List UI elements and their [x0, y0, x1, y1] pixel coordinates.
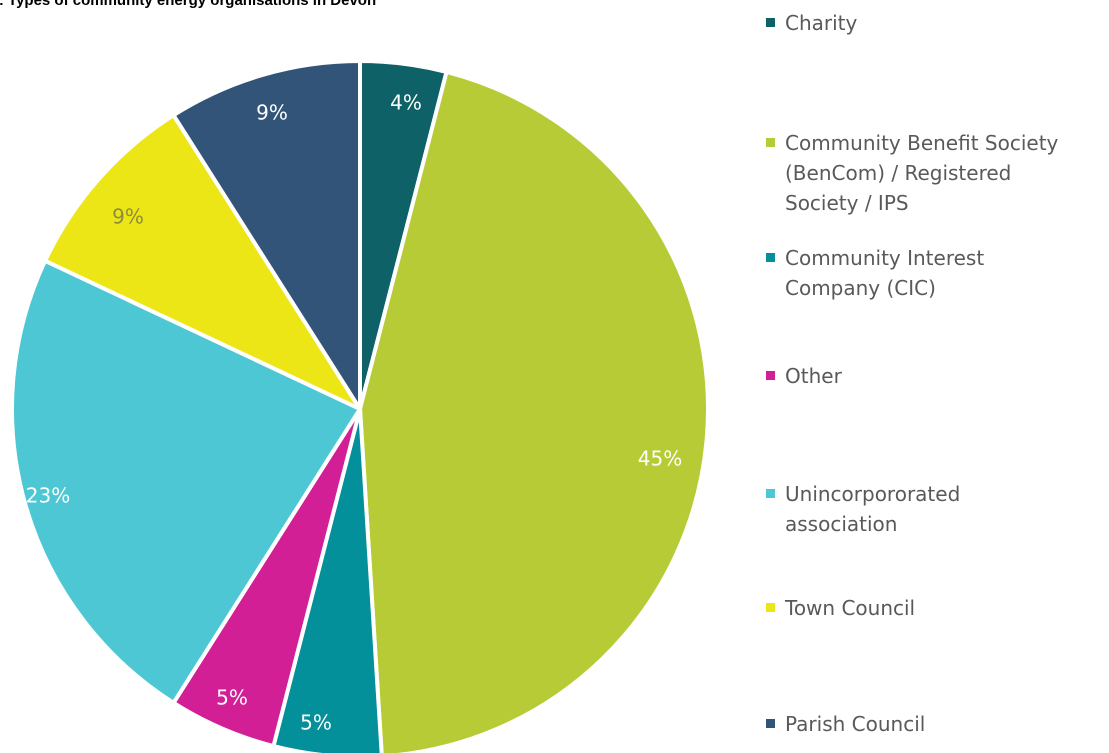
legend-label-bencom: Community Benefit Society (BenCom) / Reg…	[785, 131, 1059, 215]
legend-item-unincorporated: Unincorpororated association	[766, 479, 960, 539]
legend-item-charity: Charity	[766, 8, 857, 38]
legend-swatch-charity	[766, 18, 775, 27]
legend-label-other: Other	[785, 364, 842, 388]
pie-chart: 4% 45% 5% 5% 23% 9% 9%	[10, 59, 710, 753]
pie-slice-town-council	[43, 113, 362, 411]
legend-label-cic: Community Interest Company (CIC)	[785, 246, 985, 300]
legend-item-town-council: Town Council	[766, 593, 915, 623]
data-label-unincorpororated-association: 23%	[26, 484, 70, 508]
legend-swatch-cic	[766, 253, 775, 262]
data-label-community-interest-company-cic: 5%	[300, 711, 332, 735]
pie-slice-parish-council	[171, 59, 362, 411]
legend-swatch-bencom	[766, 138, 775, 147]
data-label-other: 5%	[216, 686, 248, 710]
legend-label-parish-council: Parish Council	[785, 712, 926, 736]
legend-item-bencom: Community Benefit Society (BenCom) / Reg…	[766, 128, 1058, 218]
legend-item-parish-council: Parish Council	[766, 709, 925, 739]
legend-swatch-town-council	[766, 603, 775, 612]
data-label-parish-council: 9%	[256, 101, 288, 125]
legend-item-other: Other	[766, 361, 842, 391]
data-label-community-benefit-society-bencom-registered-society-ips: 45%	[638, 447, 682, 471]
legend-swatch-unincorporated	[766, 489, 775, 498]
legend-label-town-council: Town Council	[785, 596, 916, 620]
legend-item-cic: Community Interest Company (CIC)	[766, 243, 984, 303]
data-label-charity: 4%	[390, 91, 422, 115]
legend-label-charity: Charity	[785, 11, 858, 35]
legend-label-unincorporated: Unincorpororated association	[785, 482, 961, 536]
pie-slice-unincorpororated-association	[10, 258, 362, 705]
chart-title: e 5: Types of community energy organisat…	[0, 0, 377, 9]
legend-swatch-other	[766, 371, 775, 380]
legend-swatch-parish-council	[766, 719, 775, 728]
pie-slice-community-benefit-society-bencom-registered-society-ips	[358, 69, 710, 753]
data-label-town-council: 9%	[112, 205, 144, 229]
